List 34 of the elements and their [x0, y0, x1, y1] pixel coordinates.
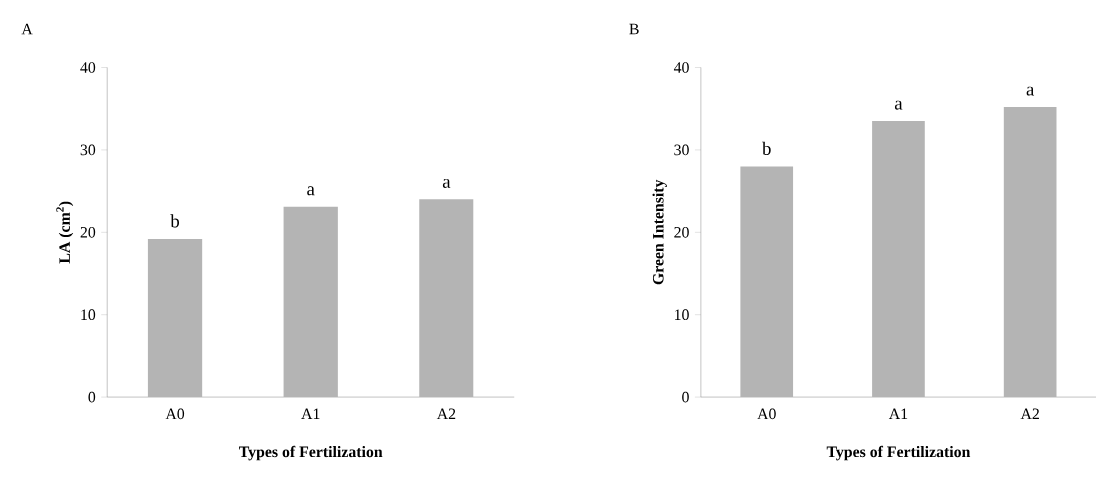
bar	[872, 121, 925, 398]
x-tick-label: A0	[757, 408, 776, 420]
bar	[1003, 107, 1057, 398]
chart-title: A	[21, 24, 33, 35]
y-axis-title: LA (cm$^{2}$)	[56, 201, 74, 264]
y-tick-label: 20	[80, 227, 96, 238]
chart-title: B	[629, 24, 639, 35]
y-tick-label: 0	[682, 392, 689, 403]
y-tick-label: 30	[80, 144, 96, 156]
bar	[740, 166, 794, 398]
x-axis-title: Types of Fertilization	[239, 446, 383, 461]
y-tick-label: 10	[81, 309, 96, 321]
y-tick-label: 40	[673, 62, 689, 74]
annotation: b	[170, 214, 180, 228]
x-tick-label: A2	[436, 408, 456, 420]
annotation: a	[894, 100, 903, 110]
bar	[147, 239, 203, 398]
x-tick-label: A1	[888, 408, 908, 420]
annotation: a	[442, 179, 451, 189]
bar	[419, 199, 474, 398]
y-tick-label: 10	[675, 309, 689, 321]
annotation: b	[762, 141, 771, 156]
annotation: a	[307, 186, 315, 196]
y-tick-label: 30	[674, 144, 689, 156]
x-axis-title: Types of Fertilization	[826, 446, 971, 461]
y-axis-title: Green Intensity	[652, 179, 667, 285]
bar	[283, 207, 338, 398]
x-tick-label: A1	[301, 408, 320, 420]
annotation: a	[1026, 86, 1035, 96]
y-tick-label: 20	[674, 227, 689, 238]
x-tick-label: A0	[165, 408, 185, 420]
x-tick-label: A2	[1020, 408, 1039, 420]
y-tick-label: 40	[80, 62, 96, 74]
y-tick-label: 0	[88, 392, 96, 403]
